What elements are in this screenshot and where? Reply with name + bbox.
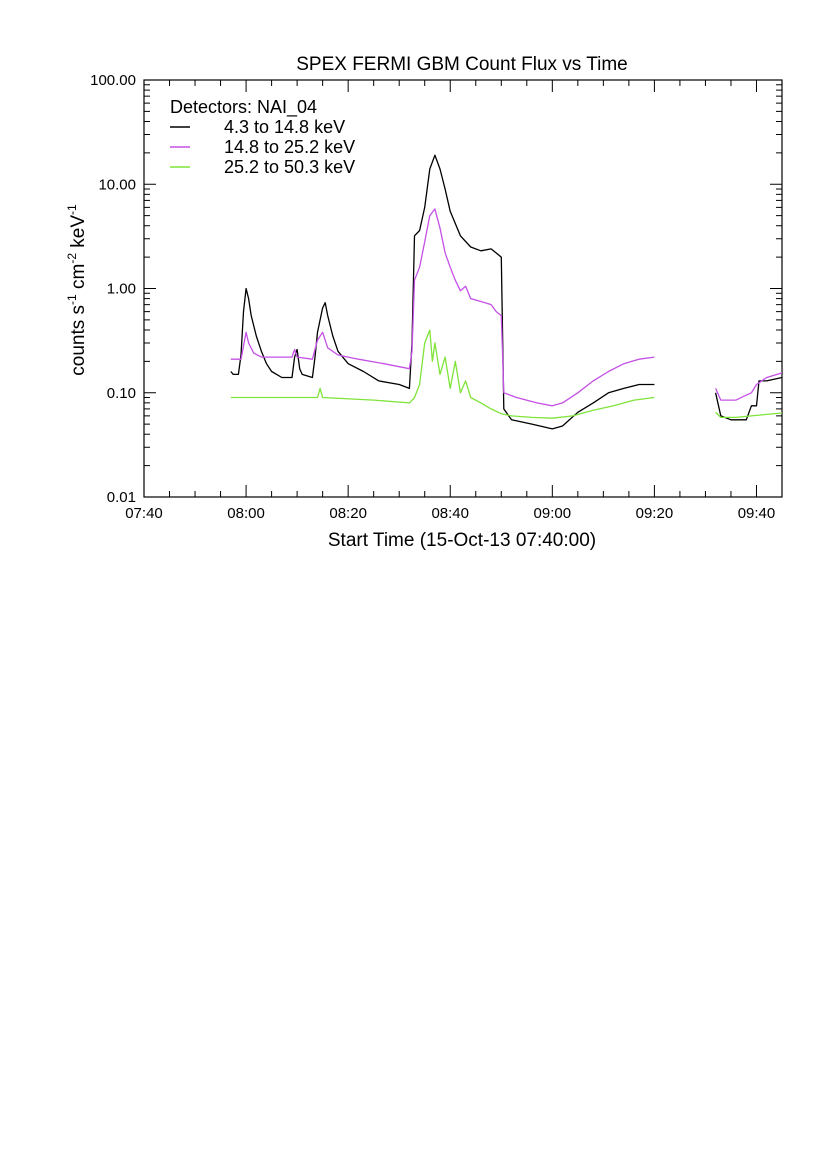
series-line-3-segment-1 [230,329,655,419]
x-tick-label: 07:40 [125,505,163,522]
series-line-3-segment-2 [715,411,782,419]
legend-entry-3: 25.2 to 50.3 keV [224,157,355,177]
x-tick-label: 08:20 [329,505,367,522]
series-line-2-segment-1 [230,208,655,407]
x-tick-label: 08:40 [431,505,469,522]
legend-entry-2: 14.8 to 25.2 keV [224,137,355,157]
legend-entry-1: 4.3 to 14.8 keV [224,117,345,137]
y-tick-label: 1.00 [107,281,136,298]
y-tick-label: 100.00 [90,72,136,89]
x-tick-label: 09:20 [636,505,674,522]
y-tick-label: 10.00 [98,176,136,193]
x-tick-label: 09:00 [534,505,572,522]
chart-title: SPEX FERMI GBM Count Flux vs Time [296,54,628,75]
y-axis-label: counts s-1 cm-2 keV-1 [65,204,89,376]
legend-title: Detectors: NAI_04 [170,97,317,118]
x-axis-label: Start Time (15-Oct-13 07:40:00) [328,530,596,551]
x-tick-label: 09:40 [738,505,776,522]
y-tick-label: 0.10 [107,385,136,402]
x-tick-label: 08:00 [227,505,265,522]
y-tick-label: 0.01 [107,489,136,506]
series-line-2-segment-2 [715,372,782,401]
series-line-1-segment-1 [230,154,655,430]
series-layer [230,154,782,430]
